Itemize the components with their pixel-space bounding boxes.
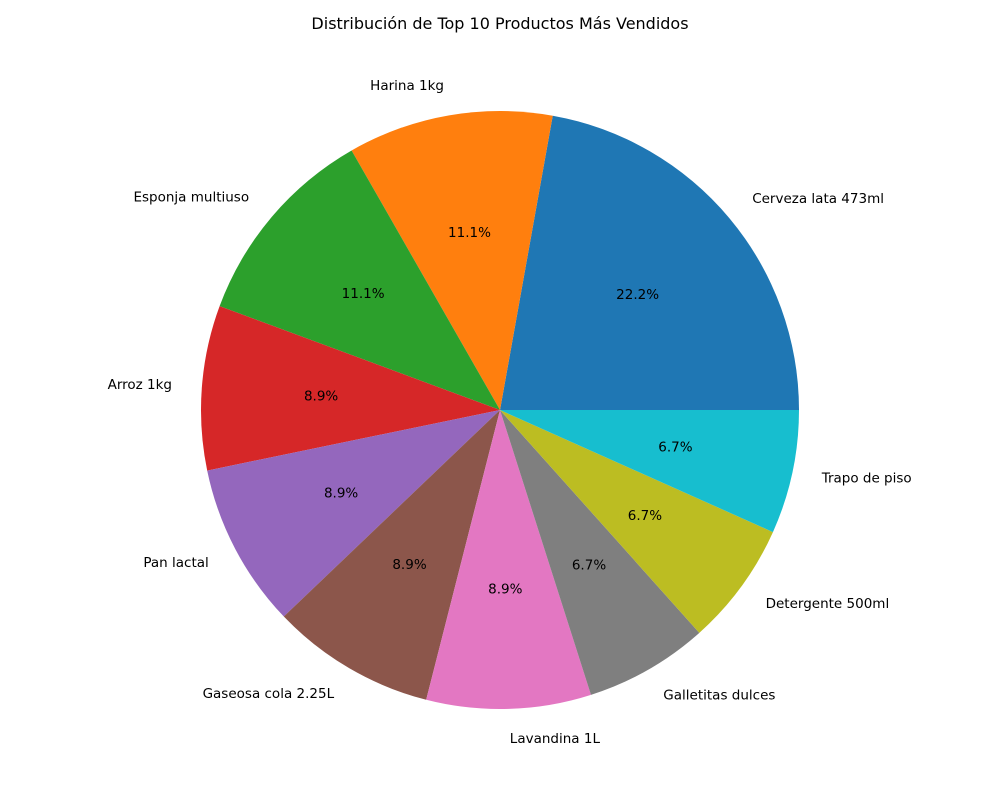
- slice-percentage-label: 6.7%: [572, 558, 606, 574]
- slice-category-label: Pan lactal: [143, 555, 208, 571]
- slice-percentage-label: 8.9%: [304, 389, 338, 405]
- pie-slice: [500, 410, 700, 695]
- slice-category-label: Arroz 1kg: [108, 377, 172, 393]
- slice-category-label: Trapo de piso: [821, 471, 912, 487]
- pie-slice: [426, 410, 591, 710]
- pie-slice: [351, 111, 553, 410]
- category-labels: Cerveza lata 473ml Harina 1kg Esponja mult…: [108, 78, 912, 747]
- slice-percentage-label: 6.7%: [658, 439, 692, 455]
- pie-slice: [283, 410, 500, 700]
- slice-category-label: Esponja multiuso: [133, 189, 249, 205]
- slice-percentage-label: 8.9%: [488, 581, 522, 597]
- slice-percentage-label: 11.1%: [448, 225, 491, 241]
- slice-percentage-label: 8.9%: [324, 485, 358, 501]
- slice-percentage-label: 8.9%: [392, 557, 426, 573]
- slice-percentage-label: 6.7%: [628, 508, 662, 524]
- slice-category-label: Cerveza lata 473ml: [752, 191, 884, 207]
- pie-slice: [500, 115, 799, 410]
- pie-slice: [219, 150, 501, 410]
- pie-slices: [201, 111, 799, 710]
- slice-percentage-label: 11.1%: [342, 286, 385, 302]
- pie-slice: [207, 410, 500, 617]
- pie-slice: [201, 306, 501, 471]
- slice-category-label: Gaseosa cola 2.25L: [203, 686, 335, 702]
- slice-category-label: Harina 1kg: [370, 78, 444, 94]
- pie-slice: [500, 410, 799, 533]
- slice-category-label: Lavandina 1L: [510, 731, 601, 747]
- slice-category-label: Detergente 500ml: [766, 596, 890, 612]
- slice-percentage-label: 22.2%: [616, 287, 659, 303]
- slice-category-label: Galletitas dulces: [663, 688, 775, 704]
- pie-slice: [500, 410, 773, 633]
- percentage-labels: 22.2% 11.1% 11.1% 8.9% 8.9% 8.9% 8.9% 6.7% 6.7% 6…: [304, 225, 693, 597]
- chart-title: Distribución de Top 10 Productos Más Ven…: [311, 14, 688, 33]
